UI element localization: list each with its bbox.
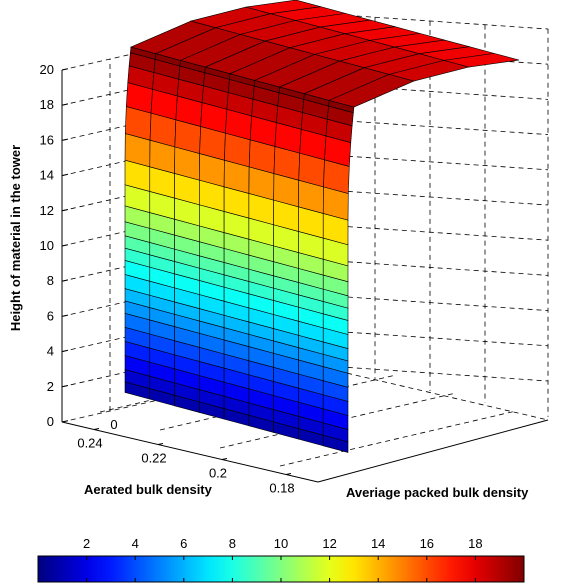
x-tick bbox=[221, 458, 228, 460]
x-tick bbox=[285, 473, 292, 475]
colorbar-tick-label: 6 bbox=[180, 536, 187, 551]
z-tick-label: 18 bbox=[40, 97, 54, 112]
grid-line bbox=[311, 153, 549, 171]
colorbar-tick-label: 14 bbox=[371, 536, 385, 551]
z-tick-label: 0 bbox=[47, 414, 54, 429]
colorbar-tick-label: 16 bbox=[420, 536, 434, 551]
x-tick-label: 0.24 bbox=[77, 436, 102, 451]
tick-labels: 0 2 4 6 8 10 12 14 16 18 20 0.24 0.22 0.2 0.18 0 bbox=[40, 62, 295, 496]
z-tick-label: 6 bbox=[47, 308, 54, 323]
z-tick-label: 4 bbox=[47, 344, 54, 359]
z-tick-label: 8 bbox=[47, 273, 54, 288]
x-tick-label: 0.18 bbox=[269, 481, 294, 496]
z-tick bbox=[61, 138, 69, 141]
colorbar-tick-label: 18 bbox=[468, 536, 482, 551]
colorbar: 2 4 6 8 10 12 14 16 18 bbox=[37, 536, 525, 583]
z-tick bbox=[61, 314, 69, 317]
z-tick-label: 20 bbox=[40, 62, 54, 77]
z-tick bbox=[61, 279, 69, 282]
y-axis bbox=[317, 419, 549, 483]
z-tick bbox=[61, 103, 69, 106]
z-axis-label: Height of material in the tower bbox=[8, 145, 23, 331]
z-tick bbox=[61, 68, 69, 71]
colorbar-tick-label: 2 bbox=[83, 536, 90, 551]
y-tick-label: 0 bbox=[110, 417, 117, 432]
z-tick bbox=[61, 209, 69, 212]
z-tick bbox=[61, 173, 69, 177]
surface-plot bbox=[124, 0, 520, 453]
z-tick-label: 16 bbox=[40, 132, 54, 147]
grid-line bbox=[311, 188, 549, 206]
x-tick bbox=[157, 443, 164, 445]
x-tick-label: 0.2 bbox=[209, 466, 227, 481]
y-axis-label: Averiage packed bulk density bbox=[346, 485, 529, 500]
x-axis-label: Aerated bulk density bbox=[84, 482, 213, 497]
z-tick bbox=[61, 244, 69, 247]
z-tick-label: 10 bbox=[40, 238, 54, 253]
x-axis bbox=[61, 421, 319, 483]
z-tick-label: 14 bbox=[40, 168, 54, 183]
grid-line bbox=[311, 364, 549, 421]
z-tick bbox=[61, 420, 69, 423]
colorbar-tick-label: 12 bbox=[322, 536, 336, 551]
colorbar-tick-label: 10 bbox=[274, 536, 288, 551]
surface-patch bbox=[444, 53, 520, 68]
x-tick-label: 0.22 bbox=[141, 451, 166, 466]
grid-line bbox=[279, 410, 517, 467]
x-tick bbox=[93, 428, 100, 430]
colorbar-tick-label: 4 bbox=[132, 536, 139, 551]
colorbar-tick-label: 8 bbox=[229, 536, 236, 551]
z-tick bbox=[61, 385, 69, 388]
z-tick-label: 2 bbox=[47, 379, 54, 394]
z-tick-label: 12 bbox=[40, 203, 54, 218]
z-tick bbox=[61, 349, 69, 353]
